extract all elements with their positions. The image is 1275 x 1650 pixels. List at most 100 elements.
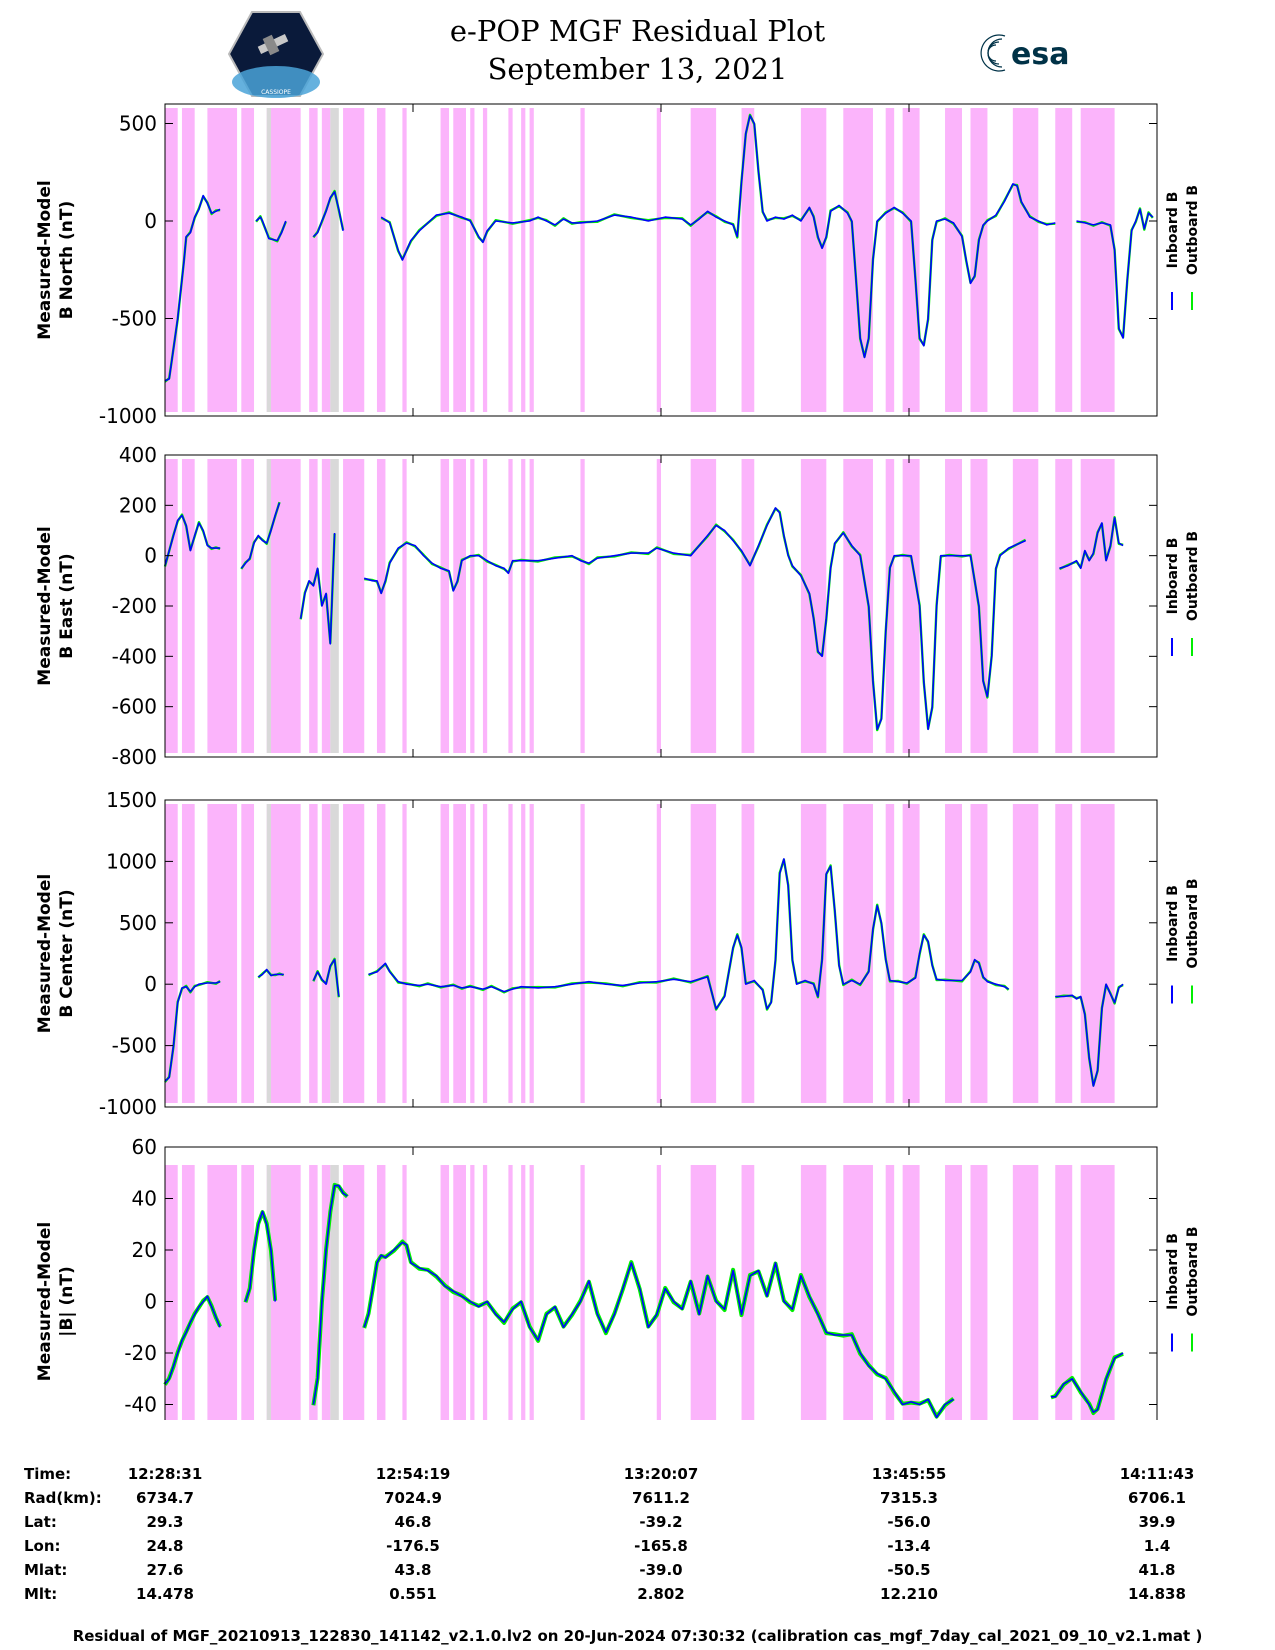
eclipse-band	[376, 804, 386, 1103]
eclipse-band	[1080, 108, 1115, 412]
y-tick-label: 1000	[106, 849, 157, 873]
inboard-b-line	[312, 958, 340, 997]
eclipse-band	[1055, 1165, 1073, 1420]
eclipse-band	[470, 1165, 475, 1420]
inboard-b-line	[164, 514, 221, 566]
info-cell: 14.478	[136, 1585, 194, 1603]
eclipse-band	[343, 459, 365, 753]
eclipse-band	[440, 459, 450, 753]
eclipse-band	[309, 1165, 318, 1420]
eclipse-band	[508, 108, 513, 412]
info-cell: 46.8	[394, 1513, 432, 1531]
eclipse-band	[902, 459, 920, 753]
info-row-label: Lat:	[24, 1513, 57, 1531]
eclipse-band	[885, 459, 895, 753]
eclipse-band	[181, 1165, 195, 1420]
y-tick-label: -600	[112, 695, 157, 719]
eclipse-band	[376, 108, 386, 412]
info-cell: -50.5	[887, 1561, 931, 1579]
eclipse-band	[656, 108, 661, 412]
eclipse-band	[690, 459, 717, 753]
inboard-b-line	[368, 858, 1009, 1010]
legend-outboard-label: Outboard B	[1185, 1226, 1201, 1316]
info-row-label: Lon:	[24, 1537, 61, 1555]
eclipse-band	[207, 804, 238, 1103]
y-tick-label: -800	[112, 745, 157, 769]
y-tick-label: -20	[124, 1341, 157, 1365]
y-tick-label: 400	[119, 443, 157, 467]
eclipse-band	[470, 459, 475, 753]
eclipse-band	[970, 804, 988, 1103]
legend-outboard-label: Outboard B	[1185, 185, 1201, 275]
info-row-label: Time:	[24, 1465, 72, 1483]
info-cell: 29.3	[146, 1513, 184, 1531]
eclipse-band	[376, 1165, 386, 1420]
eclipse-band	[402, 108, 407, 412]
inboard-b-line	[255, 216, 287, 242]
info-cell: -56.0	[887, 1513, 931, 1531]
eclipse-band	[741, 459, 755, 753]
inboard-b-line	[1055, 983, 1124, 1087]
info-cell: 2.802	[637, 1585, 685, 1603]
eclipse-band	[843, 804, 873, 1103]
eclipse-band	[902, 1165, 920, 1420]
legend-inboard-label: Inboard B	[1165, 1233, 1181, 1310]
eclipse-band	[741, 804, 755, 1103]
eclipse-band	[508, 459, 513, 753]
info-cell: 39.9	[1138, 1513, 1176, 1531]
eclipse-band	[207, 108, 238, 412]
eclipse-band	[945, 108, 962, 412]
y-tick-label: 20	[132, 1238, 157, 1262]
eclipse-band	[1055, 108, 1073, 412]
y-tick-label: -200	[112, 594, 157, 618]
gap-band	[266, 804, 271, 1103]
y-tick-label: 0	[144, 209, 157, 233]
legend-inboard-label: Inboard B	[1165, 538, 1181, 615]
y-axis-label: Measured-Model	[35, 874, 55, 1033]
info-cell: 6706.1	[1128, 1489, 1186, 1507]
inboard-b-line	[164, 980, 221, 1082]
info-cell: 24.8	[146, 1537, 184, 1555]
eclipse-band	[521, 804, 526, 1103]
y-axis-label: Measured-Model	[35, 1222, 55, 1381]
eclipse-band	[885, 108, 895, 412]
gap-band	[330, 108, 339, 412]
eclipse-band	[181, 108, 195, 412]
info-cell: -165.8	[634, 1537, 688, 1555]
eclipse-band	[1012, 804, 1039, 1103]
eclipse-band	[945, 804, 962, 1103]
eclipse-band	[580, 108, 585, 412]
info-cell: -13.4	[887, 1537, 931, 1555]
eclipse-band	[1055, 459, 1073, 753]
plot-date: September 13, 2021	[487, 52, 788, 86]
eclipse-band	[482, 459, 488, 753]
inboard-b-line	[164, 194, 221, 382]
eclipse-band	[321, 804, 331, 1103]
eclipse-band	[241, 108, 255, 412]
eclipse-band	[1012, 108, 1039, 412]
eclipse-band	[580, 804, 585, 1103]
eclipse-band	[453, 1165, 466, 1420]
eclipse-band	[453, 459, 466, 753]
eclipse-band	[402, 459, 407, 753]
footer-caption: Residual of MGF_20210913_122830_141142_v…	[72, 1627, 1203, 1645]
eclipse-band	[440, 108, 450, 412]
info-cell: -39.2	[639, 1513, 683, 1531]
eclipse-band	[800, 1165, 827, 1420]
y-tick-label: 0	[144, 972, 157, 996]
eclipse-band	[656, 459, 661, 753]
y-tick-label: -500	[112, 1034, 157, 1058]
y-axis-label: B East (nT)	[57, 553, 77, 658]
panel-1: 400 200 0 -200 -400 -600 -800 Measured-Model B E…	[35, 443, 1201, 769]
eclipse-band	[321, 1165, 331, 1420]
eclipse-band	[521, 1165, 526, 1420]
eclipse-band	[1012, 459, 1039, 753]
esa-logo: esa	[980, 34, 1069, 72]
y-axis-label: Measured-Model	[35, 526, 55, 685]
info-cell: 7611.2	[632, 1489, 690, 1507]
eclipse-band	[482, 1165, 488, 1420]
y-tick-label: 0	[144, 1290, 157, 1314]
eclipse-band	[309, 108, 318, 412]
info-cell: 12:28:31	[127, 1465, 203, 1483]
